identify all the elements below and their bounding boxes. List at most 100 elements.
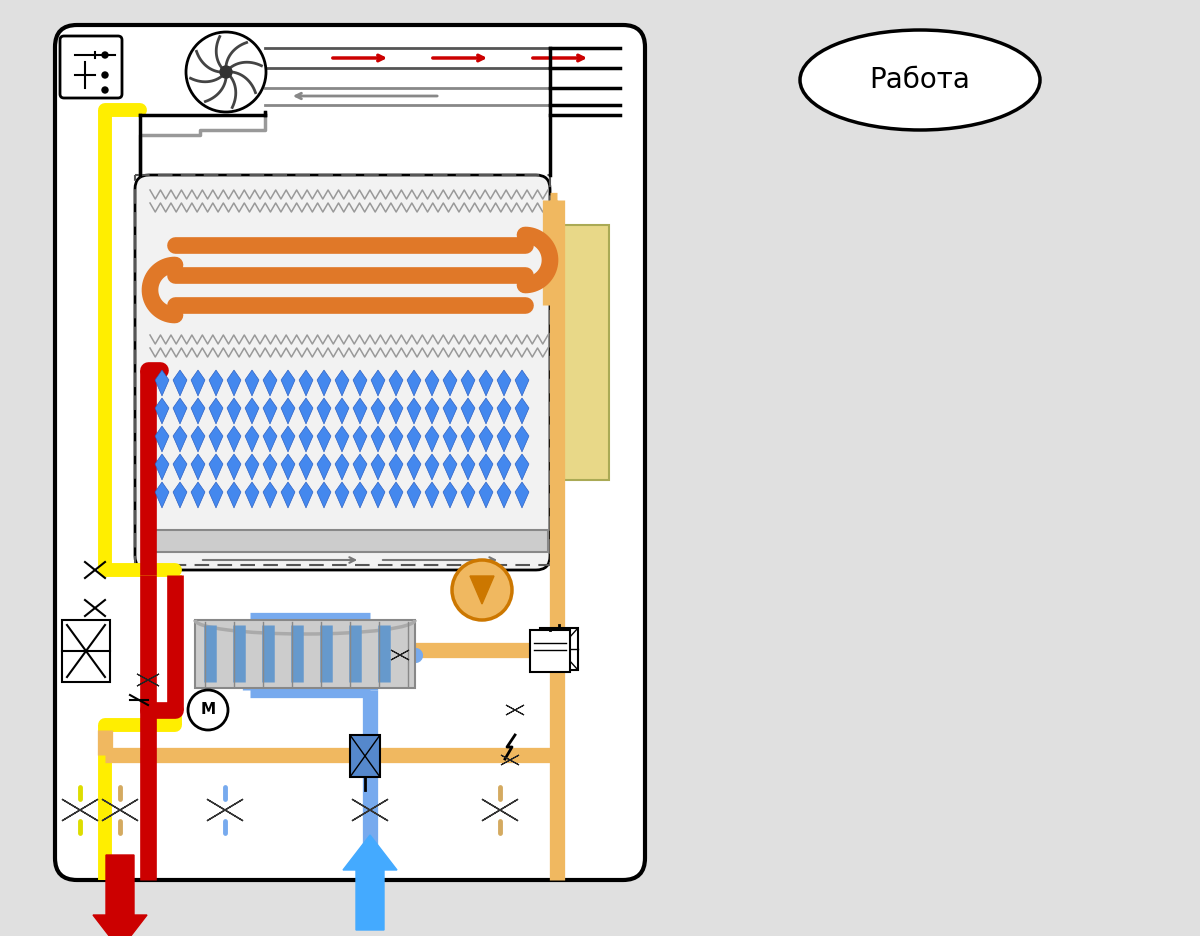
Polygon shape [371, 482, 385, 508]
Polygon shape [335, 426, 349, 452]
Polygon shape [389, 398, 403, 424]
Polygon shape [281, 398, 295, 424]
Circle shape [452, 560, 512, 620]
Polygon shape [335, 454, 349, 480]
Polygon shape [227, 426, 241, 452]
Polygon shape [391, 650, 409, 660]
Polygon shape [407, 426, 421, 452]
Polygon shape [443, 370, 457, 396]
Polygon shape [299, 426, 313, 452]
Polygon shape [299, 370, 313, 396]
Polygon shape [191, 370, 205, 396]
Polygon shape [173, 426, 187, 452]
Polygon shape [407, 370, 421, 396]
Polygon shape [335, 398, 349, 424]
Polygon shape [209, 398, 223, 424]
Polygon shape [245, 482, 259, 508]
Polygon shape [482, 799, 518, 821]
Circle shape [102, 87, 108, 93]
Polygon shape [407, 454, 421, 480]
Bar [152, 530, 548, 552]
Polygon shape [155, 370, 169, 396]
Polygon shape [62, 799, 98, 821]
Polygon shape [317, 398, 331, 424]
Polygon shape [425, 370, 439, 396]
FancyBboxPatch shape [60, 36, 122, 98]
Polygon shape [227, 370, 241, 396]
Polygon shape [497, 426, 511, 452]
Polygon shape [281, 426, 295, 452]
Polygon shape [173, 482, 187, 508]
Polygon shape [443, 398, 457, 424]
Polygon shape [461, 398, 475, 424]
Polygon shape [515, 426, 529, 452]
Bar [530, 630, 570, 672]
FancyBboxPatch shape [134, 175, 550, 570]
Polygon shape [497, 398, 511, 424]
Polygon shape [425, 482, 439, 508]
Polygon shape [263, 426, 277, 452]
Circle shape [102, 52, 108, 58]
Polygon shape [245, 370, 259, 396]
Circle shape [186, 32, 266, 112]
Polygon shape [173, 370, 187, 396]
Polygon shape [497, 370, 511, 396]
Polygon shape [281, 454, 295, 480]
Polygon shape [245, 426, 259, 452]
Polygon shape [227, 398, 241, 424]
Polygon shape [317, 426, 331, 452]
Polygon shape [425, 454, 439, 480]
FancyArrow shape [94, 855, 148, 936]
Bar [540, 628, 578, 670]
Polygon shape [191, 482, 205, 508]
Polygon shape [208, 799, 242, 821]
Polygon shape [102, 799, 138, 821]
Polygon shape [352, 799, 388, 821]
Polygon shape [479, 454, 493, 480]
Text: M: M [200, 703, 216, 718]
Polygon shape [245, 454, 259, 480]
Polygon shape [353, 482, 367, 508]
Polygon shape [227, 482, 241, 508]
Polygon shape [461, 454, 475, 480]
Polygon shape [209, 370, 223, 396]
Polygon shape [425, 398, 439, 424]
Polygon shape [502, 755, 520, 765]
Polygon shape [506, 705, 524, 715]
Polygon shape [425, 426, 439, 452]
Polygon shape [443, 454, 457, 480]
Polygon shape [263, 454, 277, 480]
Polygon shape [317, 370, 331, 396]
Polygon shape [263, 370, 277, 396]
Polygon shape [443, 482, 457, 508]
Polygon shape [497, 454, 511, 480]
Polygon shape [155, 426, 169, 452]
Polygon shape [191, 454, 205, 480]
Polygon shape [443, 426, 457, 452]
Polygon shape [281, 482, 295, 508]
Polygon shape [371, 370, 385, 396]
Polygon shape [299, 482, 313, 508]
Polygon shape [173, 398, 187, 424]
Polygon shape [407, 398, 421, 424]
Polygon shape [479, 482, 493, 508]
Polygon shape [479, 370, 493, 396]
Circle shape [102, 72, 108, 78]
Ellipse shape [800, 30, 1040, 130]
Polygon shape [497, 482, 511, 508]
Polygon shape [389, 426, 403, 452]
Polygon shape [515, 454, 529, 480]
Polygon shape [317, 482, 331, 508]
Polygon shape [173, 454, 187, 480]
Circle shape [220, 66, 232, 78]
Polygon shape [335, 482, 349, 508]
Polygon shape [515, 482, 529, 508]
Polygon shape [317, 454, 331, 480]
Polygon shape [137, 674, 158, 686]
FancyArrow shape [343, 835, 397, 930]
Polygon shape [353, 454, 367, 480]
Polygon shape [389, 482, 403, 508]
Polygon shape [281, 370, 295, 396]
Polygon shape [353, 426, 367, 452]
Text: Работа: Работа [870, 66, 971, 94]
